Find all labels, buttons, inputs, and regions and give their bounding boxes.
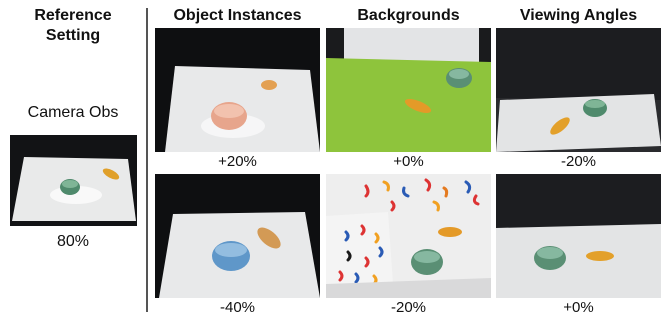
object-instances-delta-bottom: -40%: [219, 299, 256, 316]
header-backgrounds: Backgrounds: [357, 7, 460, 24]
backgrounds-image-top: [326, 28, 491, 152]
viewing-angles-image-bottom: [496, 174, 661, 298]
reference-camera-image: [10, 135, 137, 226]
backgrounds-image-bottom: [326, 174, 491, 298]
object-instances-image-top: [155, 28, 320, 152]
backgrounds-delta-top: +0%: [393, 153, 424, 170]
column-divider: [146, 8, 148, 312]
viewing-angles-delta-bottom: +0%: [563, 299, 594, 316]
object-instances-image-bottom: [155, 174, 320, 298]
object-instances-delta-top: +20%: [218, 153, 257, 170]
header-viewing-angles: Viewing Angles: [519, 7, 638, 24]
viewing-angles-delta-top: -20%: [560, 153, 597, 170]
reference-setting-header: Reference Setting: [34, 7, 112, 44]
reference-score: 80%: [56, 233, 90, 250]
viewing-angles-image-top: [496, 28, 661, 152]
camera-obs-label: Camera Obs: [27, 104, 119, 121]
backgrounds-delta-bottom: -20%: [390, 299, 427, 316]
header-object-instances: Object Instances: [173, 7, 302, 24]
